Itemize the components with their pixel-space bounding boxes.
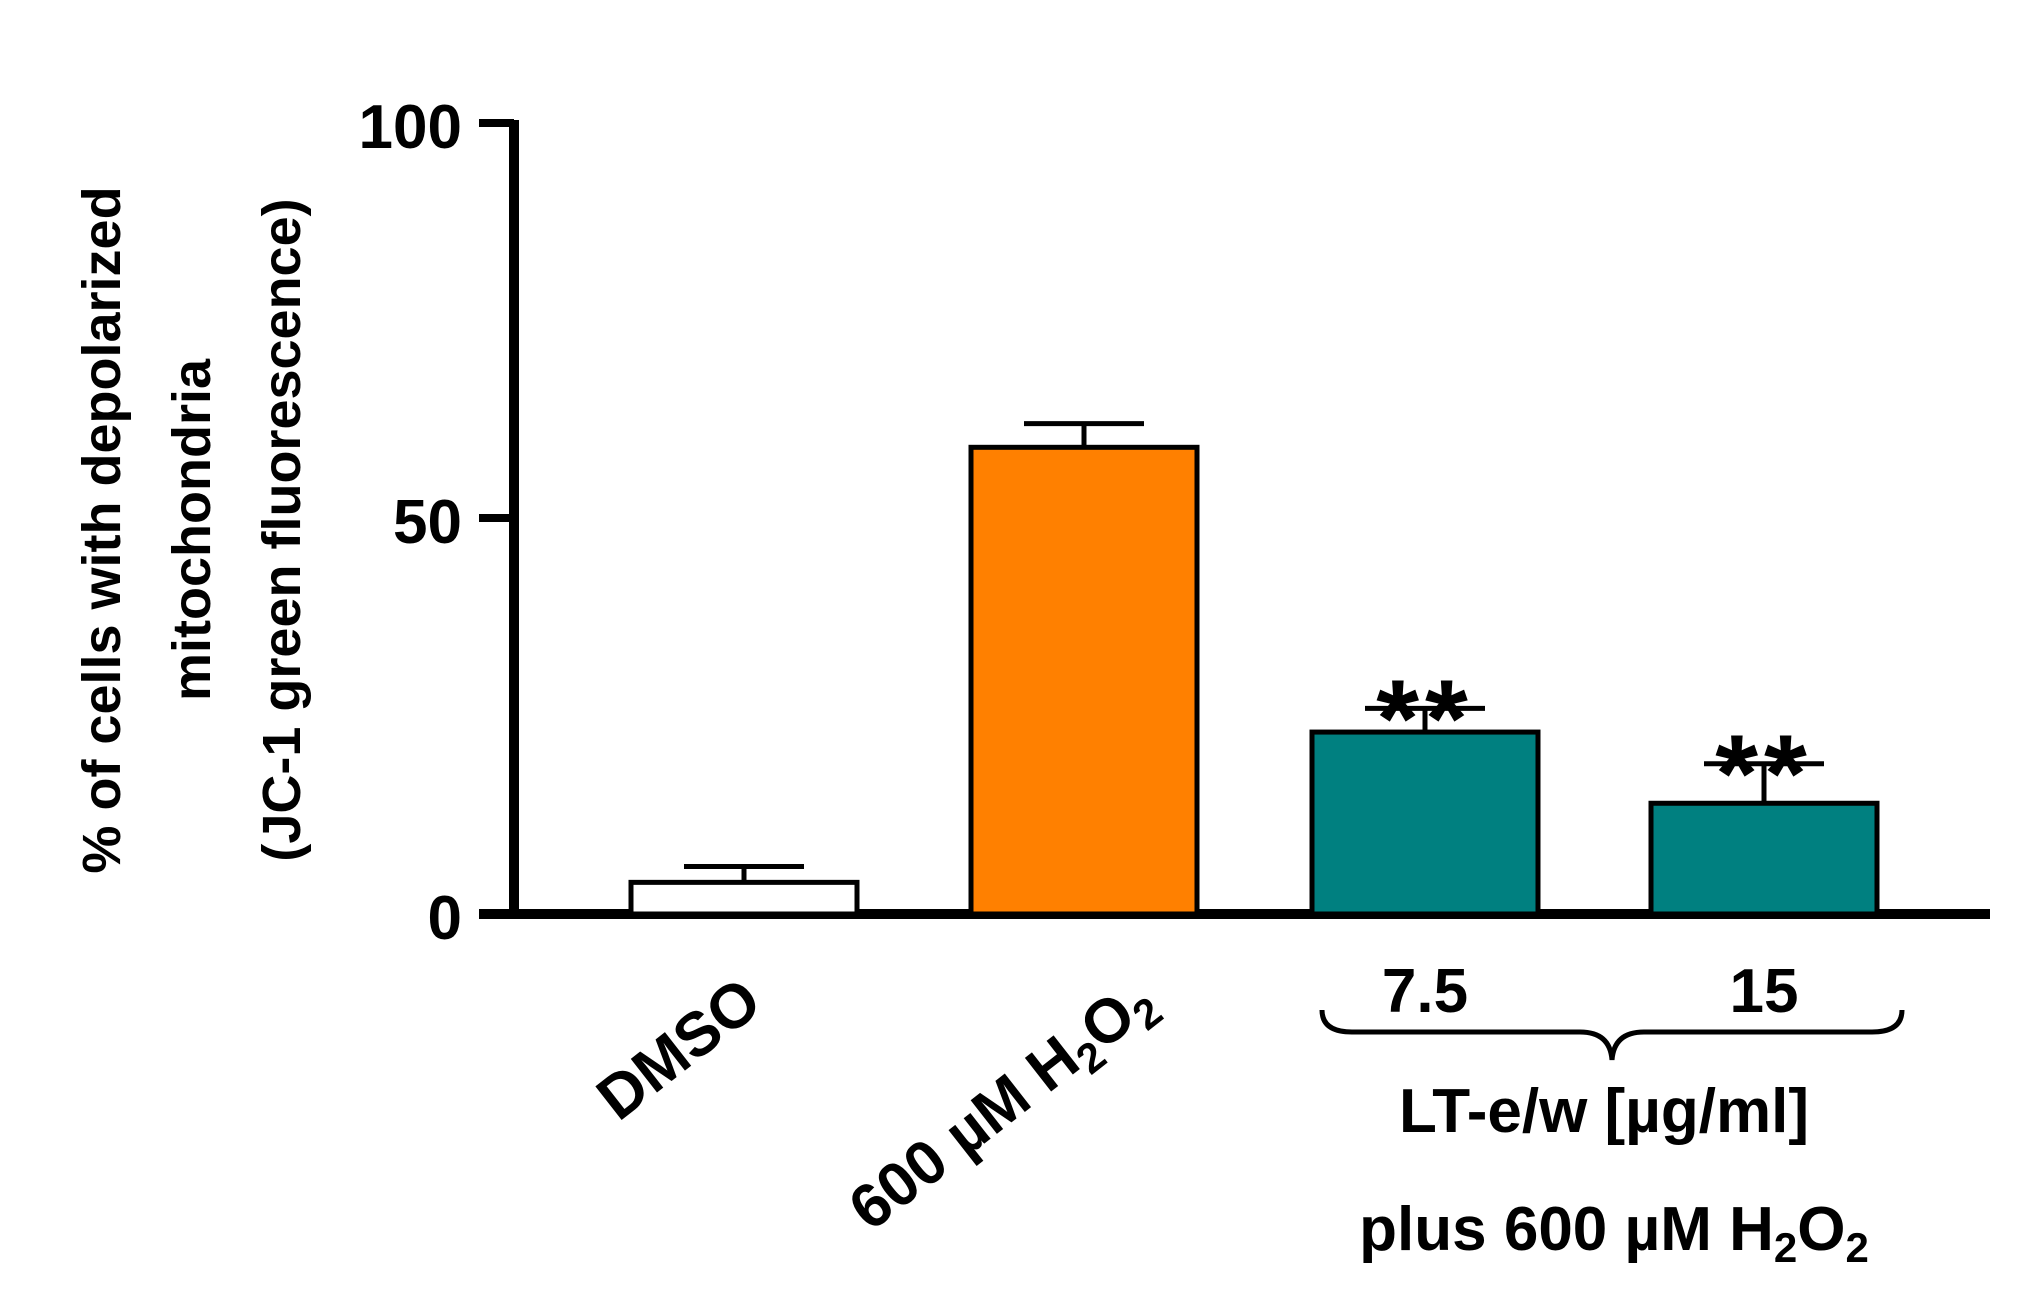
group-label-line-1: LT-e/w [µg/ml] — [1399, 1077, 1809, 1146]
bar-lt-15 — [1648, 800, 1880, 917]
y-tick-label-50: 50 — [393, 488, 462, 557]
x-label-7-5: 7.5 — [1382, 957, 1468, 1026]
y-tick-label-100: 100 — [359, 93, 462, 162]
group-label-line-2-part-2: O — [1797, 1195, 1845, 1264]
significance-mark-lt-7-5: ** — [1376, 657, 1474, 780]
significance-mark-lt-15: ** — [1715, 713, 1813, 836]
group-label-line-2-part-1: plus 600 µM H — [1359, 1195, 1774, 1264]
x-label-h2o2: 600 µM H2O2 — [837, 965, 1171, 1250]
group-brace — [1319, 1009, 1905, 1061]
y-tick-label-0: 0 — [428, 884, 462, 953]
group-label-line-2-sub-1: 2 — [1774, 1224, 1797, 1271]
x-label-15: 15 — [1730, 957, 1799, 1026]
bars-group: ** ** — [628, 421, 1880, 917]
x-label-dmso: DMSO — [585, 965, 774, 1134]
y-axis-label-line-1: % of cells with depolarized — [72, 186, 132, 873]
group-label-line-2-sub-2: 2 — [1845, 1224, 1868, 1271]
y-axis-label-line-2: mitochondria — [162, 358, 222, 701]
y-axis-label-line-3: (JC-1 green fluorescence) — [252, 198, 312, 861]
bar-dmso — [628, 879, 860, 917]
x-label-h2o2-part-1: 600 µM H — [837, 1023, 1092, 1244]
group-label-line-2: plus 600 µM H2O2 — [1359, 1195, 1869, 1271]
bar-lt-7-5 — [1309, 729, 1541, 917]
bar-h2o2 — [968, 444, 1200, 917]
